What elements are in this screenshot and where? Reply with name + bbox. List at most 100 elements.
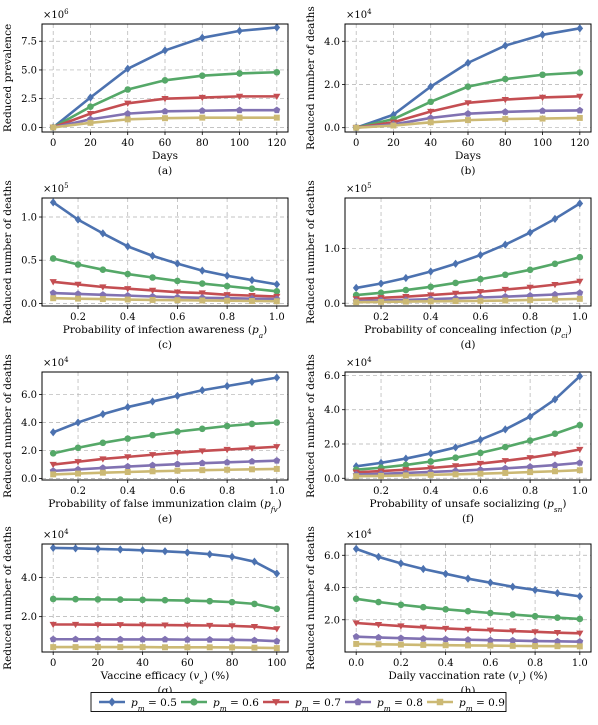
legend: pm = 0.5 pm = 0.6 pm = 0.7 pm = 0.8 pm = 0.9 [90, 692, 507, 712]
data-point-pm_0-8 [273, 106, 281, 114]
data-point-pm_0-9 [539, 115, 546, 122]
data-point-pm_0-6 [94, 596, 102, 603]
x-axis-label: Daily vaccination rate (vr) (%) [388, 670, 547, 686]
data-point-pm_0-9 [75, 295, 82, 302]
data-point-pm_0-9 [477, 297, 484, 304]
x-tick-label: 0.4 [423, 486, 439, 497]
chart-panel-e: 0.2 0.4 0.6 0.8 1.0 0.0 2.0 4.0 6.0 ×104 Probabili… [2, 354, 289, 525]
data-point-pm_0-9 [509, 642, 516, 649]
data-point-pm_0-5 [531, 585, 539, 595]
data-point-pm_0-9 [375, 641, 382, 648]
data-point-pm_0-6 [427, 98, 435, 106]
data-point-pm_0-5 [99, 229, 107, 238]
data-point-pm_0-8 [501, 464, 509, 472]
data-point-pm_0-9 [50, 124, 57, 131]
data-point-pm_0-9 [452, 471, 459, 478]
data-point-pm_0-7 [419, 624, 427, 631]
data-point-pm_0-9 [551, 468, 558, 475]
data-point-pm_0-8 [576, 459, 584, 466]
x-tick-label: 80 [196, 138, 209, 149]
data-point-pm_0-8 [72, 635, 79, 643]
data-point-pm_0-6 [49, 450, 57, 457]
data-point-pm_0-9 [236, 114, 243, 121]
chart-panel-h: 0.0 0.2 0.4 0.6 0.8 1.0 2.0 4.0 6.0 ×104 Daily vac… [305, 526, 592, 697]
data-point-pm_0-6 [501, 75, 509, 83]
x-tick-label: 60 [181, 658, 194, 669]
x-tick-label: 0.4 [120, 486, 136, 497]
data-point-pm_0-7 [49, 461, 57, 469]
data-point-pm_0-5 [464, 574, 472, 583]
data-point-pm_0-6 [149, 431, 156, 439]
x-tick-label: 0.6 [169, 486, 185, 497]
data-point-pm_0-8 [576, 638, 584, 645]
x-tick-label: 0.6 [482, 658, 498, 669]
y-tick-label: 4.0 [324, 37, 340, 48]
data-point-pm_0-9 [75, 470, 82, 477]
axis-exponent: ×104 [346, 356, 372, 369]
x-tick-label: 0.2 [393, 658, 409, 669]
data-point-pm_0-8 [464, 636, 472, 643]
data-point-pm_0-5 [477, 250, 484, 260]
data-point-pm_0-5 [427, 267, 435, 276]
data-point-pm_0-5 [223, 271, 231, 280]
data-point-pm_0-6 [539, 71, 546, 79]
x-tick-label: 0.6 [472, 486, 488, 497]
series-line-pm_0-5 [356, 375, 581, 468]
series-line-pm_0-7 [356, 448, 581, 474]
x-tick-label: 20 [92, 658, 105, 669]
data-point-pm_0-9 [248, 466, 255, 473]
x-tick-label: 100 [267, 658, 286, 669]
data-point-pm_0-7 [148, 452, 157, 459]
data-point-pm_0-9 [124, 296, 131, 303]
data-point-pm_0-8 [464, 110, 472, 117]
data-point-pm_0-5 [228, 552, 236, 561]
data-point-pm_0-6 [526, 437, 534, 444]
data-point-pm_0-6 [124, 435, 132, 442]
data-point-pm_0-9 [162, 115, 168, 122]
data-point-pm_0-9 [124, 116, 131, 123]
y-tick-label: 0.0 [21, 474, 37, 485]
data-point-pm_0-9 [99, 469, 106, 476]
data-point-pm_0-5 [464, 58, 472, 68]
data-point-pm_0-9 [50, 471, 57, 478]
data-point-pm_0-6 [49, 255, 57, 262]
data-point-pm_0-9 [199, 467, 206, 474]
x-tick-label: 0.0 [348, 658, 364, 669]
data-point-pm_0-8 [427, 114, 435, 121]
data-point-pm_0-9 [139, 644, 146, 651]
x-tick-label: 0 [353, 138, 359, 149]
data-point-pm_0-6 [464, 607, 472, 615]
data-point-pm_0-7 [148, 287, 157, 295]
data-point-pm_0-5 [377, 279, 385, 288]
y-tick-label: 6.0 [324, 551, 340, 562]
data-point-pm_0-6 [442, 605, 449, 613]
data-point-pm_0-7 [124, 454, 132, 461]
data-point-pm_0-7 [476, 289, 485, 296]
data-point-pm_0-8 [49, 635, 57, 643]
data-point-pm_0-7 [173, 450, 182, 457]
data-point-pm_0-9 [149, 468, 156, 475]
axis-exponent: ×104 [43, 528, 69, 541]
data-point-pm_0-8 [576, 106, 584, 114]
data-point-pm_0-5 [139, 546, 146, 555]
y-tick-label: 0.0 [324, 474, 340, 485]
data-point-pm_0-5 [248, 275, 256, 285]
data-point-pm_0-6 [509, 611, 517, 618]
x-tick-label: 40 [424, 138, 437, 149]
data-point-pm_0-6 [124, 270, 132, 278]
data-point-pm_0-7 [99, 456, 107, 463]
data-point-pm_0-9 [251, 644, 258, 651]
data-point-pm_0-6 [49, 595, 57, 603]
data-point-pm_0-9 [353, 640, 360, 647]
y-axis-label: Reduced number of deaths [2, 354, 14, 498]
data-point-pm_0-6 [487, 609, 494, 617]
x-tick-label: 0.8 [522, 312, 538, 323]
data-point-pm_0-7 [139, 622, 147, 629]
y-tick-label: 4.0 [21, 418, 37, 429]
x-tick-label: 0.6 [472, 312, 488, 323]
data-point-pm_0-9 [50, 644, 57, 651]
data-point-pm_0-6 [427, 458, 435, 465]
data-point-pm_0-7 [464, 626, 472, 634]
data-point-pm_0-6 [402, 461, 410, 469]
